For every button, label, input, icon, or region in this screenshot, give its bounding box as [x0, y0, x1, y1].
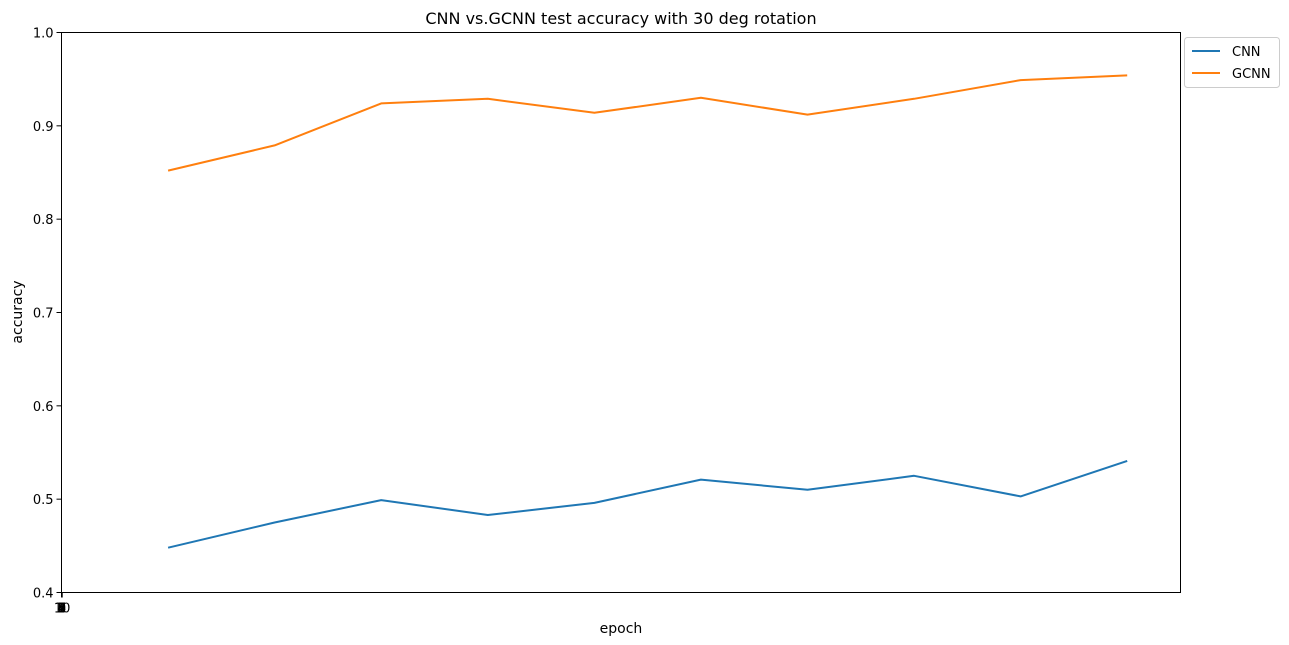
x-tick-label: 1	[57, 602, 65, 617]
y-tick-label: 0.7	[33, 307, 54, 322]
x-tick-label: 3	[58, 602, 66, 617]
series-line-cnn	[167, 459, 1128, 549]
series-lines	[167, 74, 1128, 549]
x-tick-label: 7	[58, 602, 66, 617]
y-tick-label: 0.8	[33, 213, 54, 228]
legend-gcnn-label: GCNN	[1232, 67, 1271, 82]
x-tick-label: 5	[58, 602, 66, 617]
x-tick-label: 10	[54, 602, 71, 617]
series-line-gcnn	[167, 74, 1128, 172]
chart-title: CNN vs.GCNN test accuracy with 30 deg ro…	[425, 9, 816, 28]
y-tick-label: 1.0	[33, 27, 54, 42]
y-tick-label: 0.9	[33, 120, 54, 135]
x-axis-label: epoch	[600, 621, 643, 637]
x-tick-label: 9	[58, 602, 66, 617]
x-tick-label: 6	[58, 602, 66, 617]
legend: CNN GCNN	[1184, 37, 1280, 88]
legend-cnn-label: CNN	[1232, 45, 1261, 60]
x-tick-label: 4	[58, 602, 66, 617]
y-axis-ticks: 0.4 0.5 0.6 0.7 0.8 0.9 1.0	[33, 27, 62, 602]
x-tick-label: 2	[58, 602, 66, 617]
y-tick-label: 0.6	[33, 400, 54, 415]
y-axis-label: accuracy	[10, 280, 26, 343]
plot-frame	[61, 32, 1181, 593]
y-tick-label: 0.5	[33, 493, 54, 508]
y-tick-label: 0.4	[33, 587, 54, 602]
x-tick-label: 8	[58, 602, 66, 617]
